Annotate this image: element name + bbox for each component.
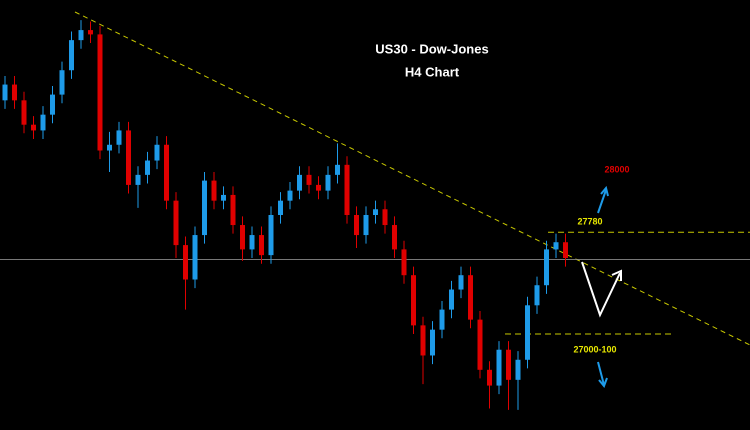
- candle-body: [249, 235, 255, 250]
- candle-body: [31, 124, 36, 131]
- candle-body: [145, 160, 150, 175]
- candle-body: [420, 325, 426, 356]
- candle-body: [525, 305, 530, 360]
- candle-body: [278, 200, 283, 215]
- candle-body: [211, 180, 217, 201]
- candle-body: [430, 329, 435, 356]
- chart-title: US30 - Dow-Jones: [375, 41, 488, 56]
- candle-body: [221, 194, 226, 201]
- up-arrow: [597, 185, 609, 214]
- candle-body: [544, 249, 549, 286]
- candle-body: [487, 369, 492, 386]
- candle-body: [563, 242, 568, 258]
- candle-body: [164, 144, 169, 201]
- candle-body: [69, 40, 74, 71]
- candle-body: [515, 359, 521, 380]
- candle-body: [373, 209, 378, 215]
- candle-body: [316, 184, 321, 191]
- candle-body: [78, 30, 84, 41]
- candle-body: [88, 30, 93, 35]
- candle-body: [553, 242, 559, 250]
- candle-body: [496, 349, 502, 386]
- candle-body: [173, 200, 179, 246]
- candle-body: [506, 349, 511, 380]
- candle-body: [154, 144, 160, 161]
- candle-body: [59, 70, 65, 95]
- candle-body: [449, 289, 454, 310]
- candle-body: [411, 275, 416, 326]
- candle-body: [325, 174, 331, 191]
- candle-body: [477, 319, 483, 370]
- target-label: 28000: [604, 164, 629, 174]
- candle-body: [2, 84, 8, 101]
- candles: 27780 27000-100: [0, 20, 750, 410]
- candle-body: [192, 235, 198, 280]
- projection-arrow: [581, 261, 622, 318]
- candle-body: [534, 285, 540, 306]
- candle-body: [306, 174, 312, 185]
- candle-body: [287, 190, 293, 201]
- level-label: 27000-100: [573, 344, 616, 354]
- candle-body: [21, 100, 27, 125]
- candle-body: [97, 34, 103, 151]
- candle-body: [297, 174, 302, 191]
- candle-body: [344, 164, 350, 215]
- candle-body: [135, 174, 141, 185]
- candle-body: [50, 94, 55, 115]
- candle-body: [392, 225, 397, 250]
- candle-body: [240, 225, 245, 250]
- candle-body: [363, 215, 369, 236]
- candle-body: [458, 275, 464, 290]
- candle-body: [268, 215, 274, 256]
- candle-body: [126, 130, 131, 185]
- level-label: 27780: [577, 217, 602, 227]
- candle-body: [12, 84, 17, 101]
- candle-body: [202, 180, 207, 236]
- candle-body: [382, 209, 388, 226]
- candle-body: [468, 275, 473, 320]
- candle-body: [335, 164, 340, 175]
- candle-body: [116, 130, 122, 145]
- candle-body: [230, 194, 236, 226]
- candle-body: [107, 144, 112, 151]
- candle-body: [40, 114, 46, 131]
- candle-body: [401, 249, 407, 276]
- down-arrow: [597, 361, 608, 388]
- candle-body: [354, 215, 359, 236]
- candle-body: [259, 235, 264, 256]
- candle-body: [183, 245, 188, 280]
- candle-body: [439, 309, 445, 330]
- chart-subtitle: H4 Chart: [405, 64, 460, 79]
